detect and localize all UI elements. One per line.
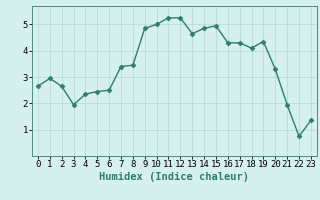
X-axis label: Humidex (Indice chaleur): Humidex (Indice chaleur) [100,172,249,182]
